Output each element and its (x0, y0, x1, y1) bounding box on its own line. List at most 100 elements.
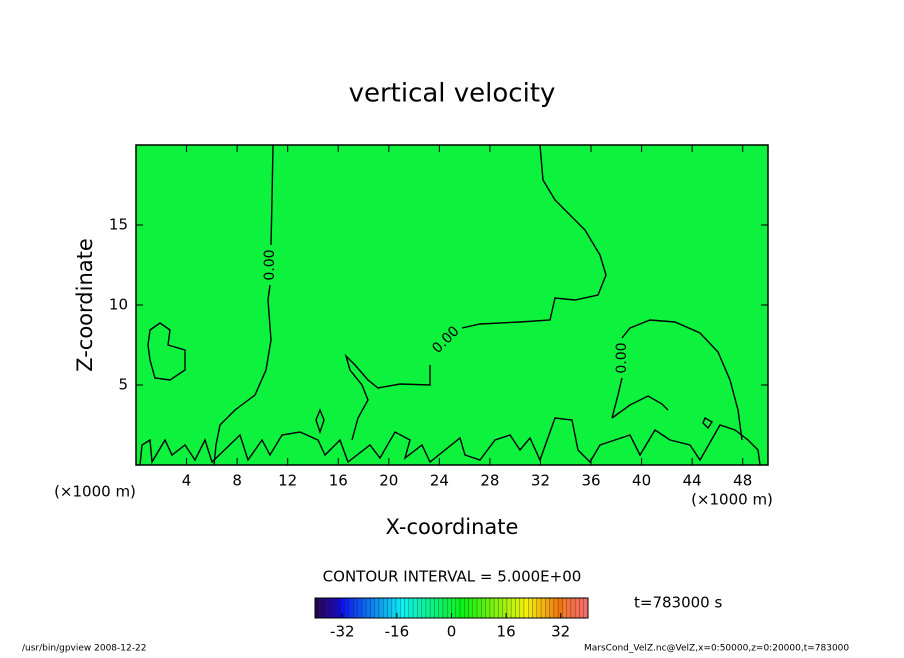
colorbar-swatch (549, 597, 555, 619)
contour-line (139, 417, 761, 466)
x-unit-label: (×1000 m) (691, 491, 773, 509)
contour-lines (139, 144, 761, 466)
footer: /usr/bin/gpview 2008-12-22 (22, 644, 146, 654)
x-tick-label: 12 (278, 472, 297, 490)
colorbar-swatch (412, 597, 418, 619)
x-unit-label: (×1000 m) (54, 483, 136, 501)
colorbar-swatch (374, 597, 380, 619)
colorbar-swatch (327, 597, 333, 619)
colorbar-swatch (574, 597, 580, 619)
x-tick-label: 28 (480, 472, 499, 490)
colorbar-swatch (361, 597, 367, 619)
chart-title: vertical velocity (349, 79, 556, 109)
colorbar-swatch (387, 597, 393, 619)
x-tick-label: 40 (632, 472, 651, 490)
colorbar-swatch (353, 597, 358, 619)
colorbar-swatch (408, 597, 414, 619)
colorbar-tick-label: -16 (385, 623, 410, 641)
colorbar-swatch (468, 597, 474, 619)
colorbar-swatch (434, 597, 440, 619)
x-tick-label: 4 (182, 472, 192, 490)
y-axis-label: Z-coordinate (73, 238, 97, 372)
colorbar-swatch (378, 597, 384, 619)
colorbar-swatch (527, 597, 533, 619)
colorbar-swatch (562, 597, 567, 619)
contour-label: 0.00 (262, 249, 278, 280)
colorbar-swatch (583, 597, 589, 619)
colorbar-swatch (336, 597, 341, 619)
contour-label: 0.00 (614, 342, 630, 373)
colorbar-swatch (382, 597, 388, 619)
colorbar-tick-label: 16 (497, 623, 516, 641)
colorbar-swatch (446, 597, 452, 619)
colorbar-swatch (519, 597, 525, 619)
colorbar-swatch (472, 597, 478, 619)
footer: MarsCond_VelZ.nc@VelZ,x=0:50000,z=0:2000… (584, 644, 849, 654)
x-axis-label: X-coordinate (386, 515, 519, 539)
contour-line (611, 319, 743, 441)
colorbar-swatch (493, 597, 499, 619)
colorbar-swatch (489, 597, 495, 619)
colorbar-swatch (540, 597, 546, 619)
colorbar-swatch (481, 597, 486, 619)
colorbar-swatch (357, 597, 363, 619)
colorbar-tick-label: 0 (447, 623, 457, 641)
contour-line (344, 144, 607, 441)
colorbar-swatch (485, 597, 491, 619)
colorbar-swatch (370, 597, 376, 619)
colorbar-swatch (536, 597, 542, 619)
colorbar-swatch (417, 597, 422, 619)
colorbar-swatch (570, 597, 576, 619)
colorbar-swatch (463, 597, 469, 619)
colorbar-swatch (421, 597, 427, 619)
colorbar-swatch (510, 597, 516, 619)
colorbar-swatch (553, 597, 559, 619)
colorbar-swatch (579, 597, 585, 619)
colorbar-swatch (331, 597, 337, 619)
contour-line (213, 144, 274, 466)
colorbar-swatch (455, 597, 461, 619)
contour-interval: CONTOUR INTERVAL = 5.000E+00 (323, 568, 582, 586)
colorbar-swatch (523, 597, 529, 619)
field (136, 145, 768, 465)
colorbar-swatch (429, 597, 435, 619)
contour-line (147, 322, 186, 381)
y-tick-label: 15 (109, 216, 128, 234)
colorbar-swatch (498, 597, 503, 619)
x-tick-label: 44 (683, 472, 702, 490)
colorbar-swatch (404, 597, 410, 619)
colorbar-swatch (344, 597, 350, 619)
x-tick-label: 16 (329, 472, 348, 490)
x-tick-label: 24 (430, 472, 449, 490)
colorbar-swatch (400, 597, 405, 619)
colorbar-swatch (314, 597, 320, 619)
x-tick-label: 8 (232, 472, 242, 490)
y-tick-label: 5 (118, 376, 128, 394)
colorbar-swatch (532, 597, 538, 619)
colorbar-swatch (515, 597, 521, 619)
colorbar-swatch (459, 597, 465, 619)
x-tick-label: 36 (581, 472, 600, 490)
colorbar-swatch (365, 597, 371, 619)
colorbar-swatch (438, 597, 444, 619)
colorbar-tick-label: 32 (551, 623, 570, 641)
colorbar-swatch (545, 597, 550, 619)
contour-line (315, 408, 713, 435)
colorbar-swatch (318, 597, 324, 619)
x-tick-label: 32 (531, 472, 550, 490)
colorbar-swatch (323, 597, 329, 619)
colorbar-swatch (391, 597, 397, 619)
x-tick-label: 20 (379, 472, 398, 490)
time-label: t=783000 s (634, 594, 722, 612)
colorbar-swatch (476, 597, 482, 619)
colorbar-swatch (348, 597, 354, 619)
y-tick-label: 10 (109, 296, 128, 314)
colorbar-tick-label: -32 (330, 623, 355, 641)
x-tick-label: 48 (733, 472, 752, 490)
colorbar-swatch (451, 597, 457, 619)
colorbar-swatch (442, 597, 448, 619)
colorbar-swatch (506, 597, 512, 619)
colorbar-swatch (566, 597, 572, 619)
colorbar-swatch (425, 597, 431, 619)
